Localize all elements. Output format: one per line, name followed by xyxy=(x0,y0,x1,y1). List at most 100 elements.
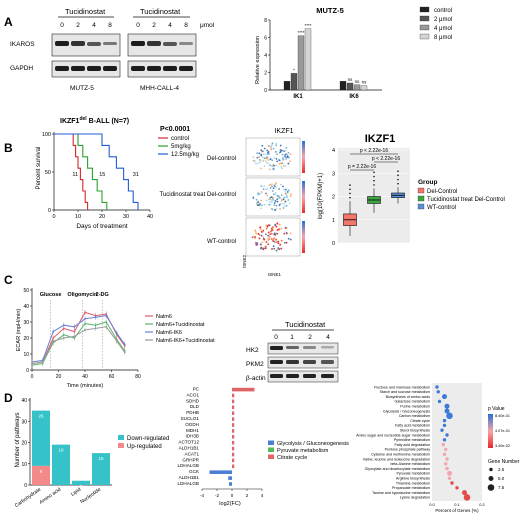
bar-a-legend-swatch xyxy=(419,6,430,13)
km-curve-2 xyxy=(54,133,139,210)
tsne-point xyxy=(262,248,265,251)
tsne-point xyxy=(265,161,268,164)
pw-bar-down xyxy=(72,480,90,485)
bar-a-ytick-label: 2 xyxy=(264,71,267,77)
tsne-point xyxy=(265,192,267,195)
panel-letter-b: B xyxy=(4,141,13,155)
tsne-point xyxy=(285,147,288,149)
ecar-point xyxy=(73,330,76,333)
tsne-point xyxy=(273,157,276,159)
ecar-event-label: Glucose xyxy=(40,292,62,298)
tsne-point xyxy=(278,228,281,231)
tsne-point xyxy=(267,231,270,234)
boxplot-chart: IKZF1 log(10(FPKM)+1) 0 1 2 3 4 p < 2.22e-16… xyxy=(318,133,505,247)
tsne-point xyxy=(260,243,262,246)
box-legend-title: Group xyxy=(418,179,438,186)
blot-a-dose: 8 xyxy=(184,22,188,29)
tsne-point xyxy=(281,202,284,205)
box-ytick-label: 4 xyxy=(332,148,335,154)
tsne-point xyxy=(274,182,277,185)
tsne-point xyxy=(265,199,268,202)
tsne-point xyxy=(269,183,272,186)
tsne-point xyxy=(278,204,281,207)
fc-bar xyxy=(232,399,235,404)
tsne-point xyxy=(287,199,290,201)
tsne-point xyxy=(255,232,258,235)
tsne-colorbar xyxy=(302,181,305,213)
fc-xlabel: log2(FC) xyxy=(219,501,241,507)
pw-category: Lipid xyxy=(70,487,82,498)
box-ytick-label: 3 xyxy=(332,171,335,177)
blot-c-drug: Tucidinostat xyxy=(285,320,326,329)
tsne-point xyxy=(272,168,275,171)
dot-size-title: Gene Number xyxy=(488,459,520,465)
tsne-point xyxy=(254,237,256,240)
tsne-point xyxy=(287,237,290,240)
ecar-point xyxy=(94,324,97,327)
tsne-axis-x: tSNE1 xyxy=(268,272,282,277)
tsne-point xyxy=(266,237,269,240)
tsne-point xyxy=(272,187,275,190)
tsne-point xyxy=(259,228,262,231)
blot-a-dose: 4 xyxy=(168,22,172,29)
box-outlier xyxy=(349,192,351,195)
bar-a-ytick-label: 6 xyxy=(264,36,267,42)
tsne-point xyxy=(285,153,288,156)
pw-ytick-label: 40 xyxy=(21,398,27,404)
tsne-point xyxy=(263,185,266,187)
km-ytick-label: 0 xyxy=(48,208,51,214)
ecar-point xyxy=(31,362,33,365)
bar-a-legend-label: control xyxy=(434,8,452,14)
tsne-point xyxy=(264,247,267,250)
fc-gene-label: ALDH1B1 xyxy=(179,475,200,480)
bar-a-ylabel: Relative expression xyxy=(255,36,261,84)
box-ytick-label: 2 xyxy=(332,195,335,201)
tsne-point xyxy=(262,153,265,156)
panel-letter-a: A xyxy=(4,15,13,29)
bar-a-legend-swatch xyxy=(419,33,430,40)
tsne-point xyxy=(256,156,259,159)
tsne-point xyxy=(266,188,269,190)
fc-gene-label: ACAT1 xyxy=(185,451,200,456)
blot-a-dose: 0 xyxy=(136,22,140,29)
box-outlier xyxy=(349,188,351,191)
box-outlier xyxy=(349,184,351,186)
tsne-point xyxy=(261,230,264,232)
tsne-point xyxy=(286,191,289,193)
tsne-point xyxy=(278,159,281,162)
tsne-point xyxy=(273,247,276,250)
box-outlier xyxy=(349,196,351,199)
pw-category: Carbohydrate xyxy=(14,487,42,509)
tsne-point xyxy=(260,247,262,250)
ecar-ytick-label: 0 xyxy=(26,368,29,374)
dot-size-legend-label: 2.5 xyxy=(498,467,505,472)
dot-point xyxy=(440,428,444,432)
tsne-point xyxy=(274,233,277,236)
fc-gene-label: IDH3B xyxy=(185,434,199,439)
tsne-point xyxy=(266,157,268,160)
tsne-point xyxy=(271,190,274,192)
tsne-point xyxy=(271,165,273,167)
tsne-point xyxy=(287,151,290,154)
tsne-point xyxy=(267,239,270,242)
dot-point xyxy=(442,394,447,400)
tsne-point xyxy=(284,189,287,192)
tsne-point xyxy=(275,194,278,197)
tsne-point xyxy=(256,242,259,245)
dot-xtick-label: 0.1 xyxy=(454,502,460,507)
tsne-point xyxy=(273,204,276,206)
tsne-point xyxy=(260,149,263,152)
tsne-point xyxy=(274,191,277,194)
tsne-point xyxy=(252,156,255,158)
tsne-point xyxy=(278,195,280,198)
tsne-point xyxy=(280,247,283,250)
fc-legend-label: Citrate cycle xyxy=(277,455,307,461)
dot-pathway-label: Starch and sucrose metabolism xyxy=(380,390,430,394)
dot-pvalue-tick: 3.40e-02 xyxy=(495,444,510,448)
pw-ytick-label: 0 xyxy=(24,483,27,489)
km-xtick-label: 30 xyxy=(123,214,129,220)
km-curve-0 xyxy=(54,133,89,210)
fc-bar xyxy=(232,417,235,421)
tsne-point xyxy=(271,247,274,250)
ecar-series-1 xyxy=(31,321,126,366)
